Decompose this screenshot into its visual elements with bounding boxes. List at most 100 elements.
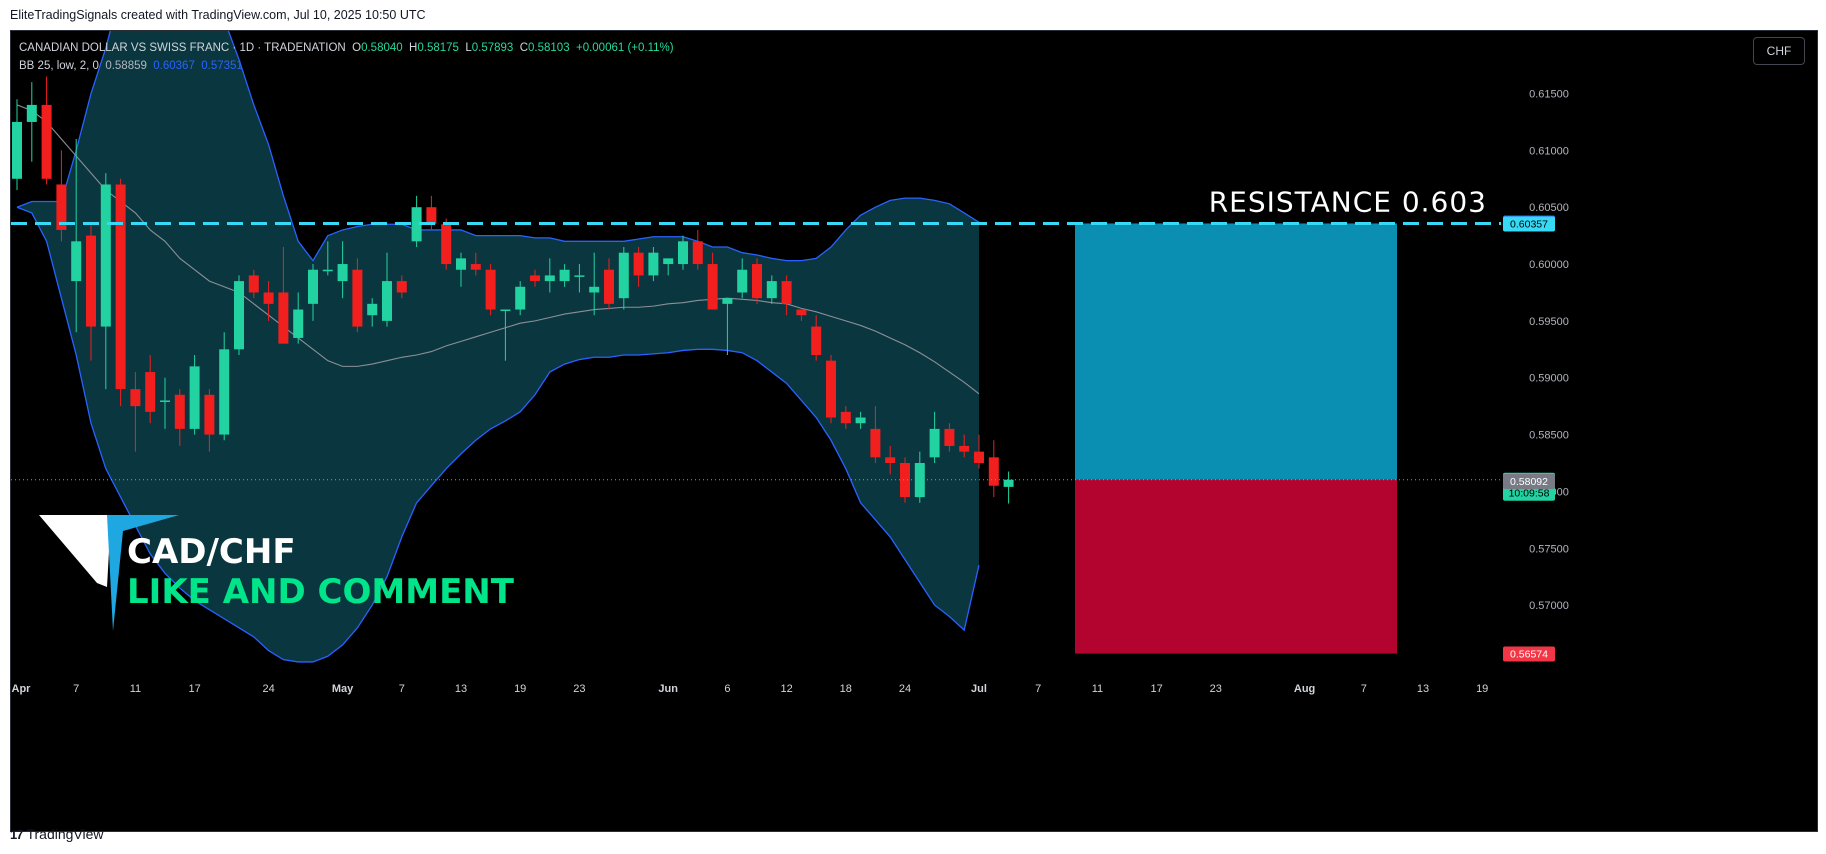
candle-body <box>959 445 970 452</box>
y-tick-label: 0.61000 <box>1529 145 1569 157</box>
legend-row-symbol: CANADIAN DOLLAR VS SWISS FRANC · 1D · TR… <box>19 39 674 57</box>
candle-body <box>71 241 82 282</box>
candle-body <box>130 389 141 407</box>
candle-body <box>441 224 452 265</box>
price-tag: 0.56574 <box>1503 646 1555 662</box>
x-tick-label: 7 <box>73 683 79 695</box>
candle <box>130 372 141 452</box>
close-value: 0.58103 <box>528 42 570 54</box>
candle-body <box>870 428 881 458</box>
candle-body <box>470 264 481 270</box>
candle <box>56 150 67 242</box>
candle <box>826 355 836 424</box>
candle <box>692 229 703 270</box>
candle <box>234 275 244 355</box>
candle <box>988 440 999 498</box>
x-tick-label: 18 <box>840 683 852 695</box>
candle <box>633 247 644 287</box>
candle-body <box>337 264 348 282</box>
candle-body <box>618 252 629 299</box>
logo-white-shape <box>39 515 111 587</box>
candle <box>781 275 792 316</box>
position-boxes <box>1075 223 1397 654</box>
candle-body <box>456 258 466 270</box>
candle-body <box>530 275 540 282</box>
chart-caption: EliteTradingSignals created with Trading… <box>10 8 426 22</box>
candle-body <box>145 372 156 412</box>
brand-name: TradingView <box>26 826 104 842</box>
candle-body <box>234 281 244 350</box>
currency-selector[interactable]: CHF <box>1753 37 1805 65</box>
candle-body <box>974 451 984 463</box>
candle-body <box>219 349 230 435</box>
x-tick-label: Jun <box>658 683 678 695</box>
high-label: H <box>409 42 418 54</box>
x-tick-label: Jul <box>971 683 987 695</box>
candle-body <box>308 269 318 304</box>
candle <box>470 252 481 276</box>
x-tick-label: 13 <box>1417 683 1429 695</box>
candle <box>1003 471 1014 504</box>
candle <box>663 258 674 276</box>
candle <box>796 309 807 321</box>
candle-body <box>160 400 170 402</box>
low-label: L <box>465 42 472 54</box>
y-tick-label: 0.59500 <box>1529 316 1569 328</box>
candle-body <box>692 241 703 265</box>
candle-body <box>115 184 126 390</box>
x-tick-label: Aug <box>1294 683 1315 695</box>
stop-box <box>1075 479 1397 654</box>
resistance-label: RESISTANCE 0.603 <box>1209 185 1487 218</box>
candle <box>100 173 111 390</box>
price-tag: 0.60357 <box>1503 216 1555 232</box>
basis-line <box>16 104 980 395</box>
price-tag-text: 0.60357 <box>1510 218 1548 230</box>
candle-body <box>26 104 37 122</box>
y-tick-label: 0.60000 <box>1529 259 1569 271</box>
cta-text: LIKE AND COMMENT <box>127 572 515 612</box>
y-tick-label: 0.58500 <box>1529 430 1569 442</box>
candle <box>367 298 378 327</box>
y-tick-label: 0.57500 <box>1529 543 1569 555</box>
x-tick-label: 7 <box>1035 683 1041 695</box>
candle-body <box>604 269 614 304</box>
candle <box>559 264 570 287</box>
candle-body <box>855 417 866 424</box>
candle-body <box>86 235 96 327</box>
candle <box>308 264 318 321</box>
candle <box>485 264 496 316</box>
open-value: 0.58040 <box>361 42 403 54</box>
high-value: 0.58175 <box>417 42 459 54</box>
candle-body <box>352 269 363 327</box>
candle <box>544 258 555 293</box>
candle <box>396 275 407 299</box>
candle <box>870 406 881 463</box>
symbol-name: CANADIAN DOLLAR VS SWISS FRANC · 1D · TR… <box>19 42 346 54</box>
candle <box>707 252 718 310</box>
tradingview-logo[interactable]: 17 TradingView <box>10 826 104 842</box>
y-axis-bg <box>1501 31 1817 831</box>
x-tick-label: 7 <box>1361 683 1367 695</box>
candle-body <box>100 184 111 327</box>
candle-body <box>56 184 67 230</box>
candles <box>12 76 1014 504</box>
candle-body <box>885 457 896 463</box>
candle <box>293 292 304 344</box>
candle-body <box>500 309 511 312</box>
candle-body <box>278 292 289 344</box>
candle <box>337 241 348 299</box>
candle <box>515 281 526 316</box>
y-axis: 0.61500 0.61000 0.60500 0.60000 0.59500 0.590… <box>1501 31 1817 831</box>
candle <box>959 434 970 458</box>
chart-legend: CANADIAN DOLLAR VS SWISS FRANC · 1D · TR… <box>19 39 674 75</box>
candle-body <box>707 264 718 310</box>
x-tick-label: 6 <box>724 683 730 695</box>
chart-panel[interactable]: RESISTANCE 0.603 CAD/CHF LIKE AND COMMENT… <box>10 30 1818 832</box>
candle-body <box>766 281 777 299</box>
x-tick-label: 11 <box>1092 683 1103 695</box>
target-box <box>1075 223 1397 480</box>
bb-basis-value: 0.58859 <box>105 60 147 72</box>
candle-body <box>752 264 762 299</box>
